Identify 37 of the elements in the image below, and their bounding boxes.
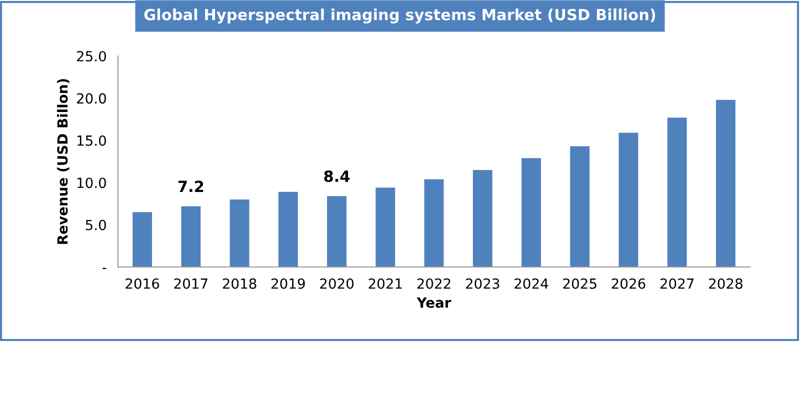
bar: [181, 206, 201, 267]
x-tick-label: 2020: [320, 278, 354, 289]
y-tick-label: -: [102, 268, 106, 270]
data-label: 8.4: [324, 170, 350, 182]
x-tick-label: 2028: [709, 278, 742, 289]
y-tick-label: 10.0: [77, 178, 106, 188]
y-tick-label: 15.0: [77, 135, 106, 146]
chart-title: Global Hyperspectral imaging systems Market (USD Billion): [144, 8, 656, 24]
x-tick-label: 2026: [612, 278, 646, 289]
x-tick-label: 2021: [368, 278, 402, 289]
x-tick-label: 2023: [466, 278, 500, 289]
bar: [522, 158, 541, 267]
bar: [570, 146, 590, 267]
bar: [424, 179, 444, 267]
y-axis-title: Revenue (USD Billon): [56, 79, 70, 244]
x-tick-label: 2025: [563, 278, 596, 289]
y-tick-label: 20.0: [76, 93, 106, 104]
bar: [376, 188, 396, 267]
x-tick-label: 2019: [272, 278, 305, 289]
bar: [230, 199, 250, 267]
bar: [327, 196, 346, 267]
x-tick-label: 2024: [514, 278, 548, 289]
bar: [618, 132, 638, 267]
x-tick-label: 2018: [222, 278, 256, 289]
x-tick-label: 2017: [174, 278, 208, 289]
bar: [278, 192, 298, 267]
bar: [132, 212, 152, 267]
bar: [667, 118, 687, 267]
x-tick-label: 2022: [417, 278, 450, 289]
bar: [716, 100, 736, 267]
y-tick-label: 25.0: [76, 50, 106, 62]
y-tick-label: 5.0: [86, 220, 106, 230]
data-label: 7.2: [178, 180, 204, 192]
x-tick-label: 2016: [126, 278, 160, 289]
x-tick-label: 2027: [660, 278, 694, 289]
x-axis-title: Year: [416, 298, 452, 308]
bar: [472, 170, 492, 267]
